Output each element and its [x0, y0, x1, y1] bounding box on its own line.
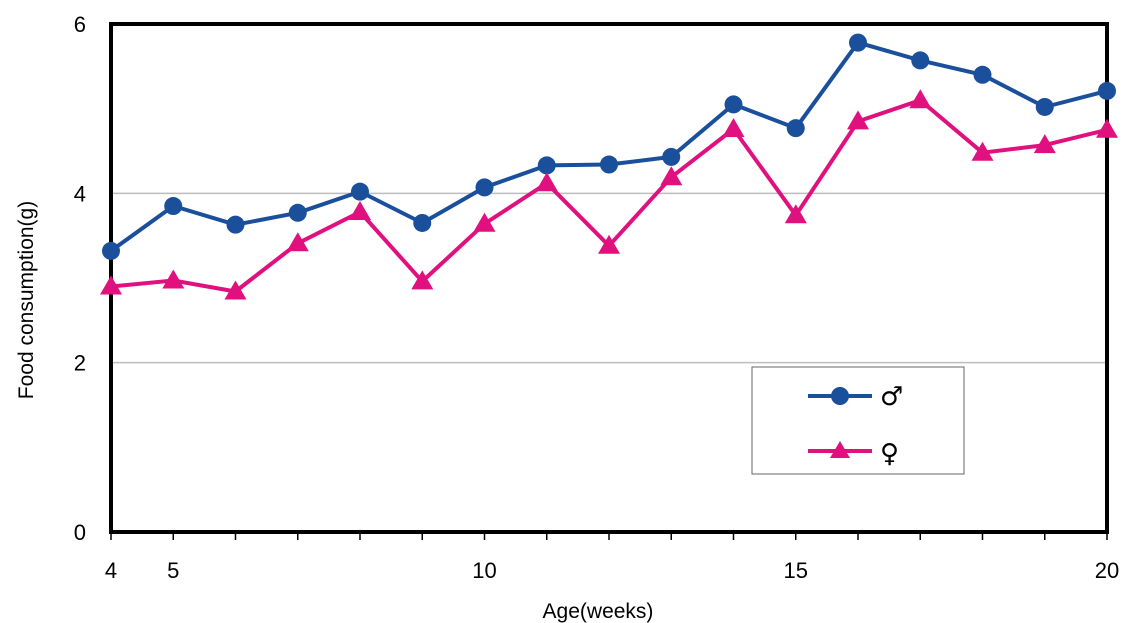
x-axis-label: Age(weeks) — [543, 600, 654, 623]
y-tick-label-1: 2 — [74, 351, 86, 376]
series-0-point-8 — [600, 155, 618, 174]
series-0-point-15 — [1035, 97, 1054, 116]
series-1-point-3 — [286, 232, 309, 252]
series-0-point-9 — [662, 147, 681, 166]
legend-marker-female — [830, 441, 850, 458]
x-tick-label-2: 10 — [472, 558, 496, 583]
y-axis-label: Food consumption(g) — [15, 201, 38, 399]
series-1-point-4 — [349, 201, 371, 220]
series-0-point-10 — [724, 95, 743, 114]
series-0-point-7 — [537, 156, 556, 175]
series-1-point-9 — [660, 166, 683, 186]
series-1-point-14 — [971, 141, 994, 161]
series-1-point-11 — [784, 204, 807, 224]
series-1-point-10 — [722, 118, 745, 137]
series-1-point-1 — [162, 269, 185, 289]
series-1-point-0 — [100, 275, 122, 295]
series-0-point-11 — [786, 119, 805, 138]
y-axis-ticks: 0 2 4 6 — [74, 12, 86, 545]
legend-marker-male — [831, 387, 849, 405]
grid-lines — [111, 192, 1107, 364]
series-0-point-1 — [164, 197, 183, 216]
series-1-point-16 — [1096, 118, 1118, 138]
series-1-point-13 — [909, 89, 932, 109]
series-1-point-15 — [1033, 134, 1056, 154]
x-tick-label-0: 4 — [105, 558, 117, 583]
series-1-point-8 — [598, 234, 620, 254]
series-1-point-6 — [473, 212, 496, 232]
x-tick-label-4: 20 — [1095, 558, 1119, 583]
series-1-point-12 — [847, 110, 869, 130]
series-0-point-16 — [1098, 81, 1116, 100]
series-0-point-6 — [475, 178, 494, 197]
series-0-point-14 — [973, 65, 992, 84]
series-line-1 — [110, 98, 1108, 294]
series-0-point-5 — [413, 213, 432, 232]
series-1-point-2 — [224, 280, 247, 300]
series-0-point-12 — [849, 33, 867, 52]
x-axis-ticks: 4 5 10 15 20 — [105, 532, 1119, 583]
legend-label-male: ♂ — [880, 382, 903, 412]
y-tick-label-0: 0 — [74, 520, 86, 545]
series-0-point-4 — [351, 182, 369, 201]
series-0-point-13 — [911, 51, 930, 70]
series-layer — [100, 33, 1118, 300]
legend-label-female: ♀ — [880, 439, 899, 469]
legend-box — [751, 366, 965, 475]
series-line-0 — [109, 40, 1108, 253]
series-0-point-2 — [226, 215, 245, 234]
series-1-point-5 — [411, 270, 434, 290]
series-1-point-7 — [535, 172, 558, 192]
series-0-point-3 — [288, 203, 307, 222]
series-0-point-0 — [102, 241, 120, 260]
y-tick-label-2: 4 — [74, 181, 86, 206]
x-tick-label-1: 5 — [167, 558, 179, 583]
legend: ♂ ♀ — [751, 366, 965, 475]
y-tick-label-3: 6 — [74, 12, 86, 37]
x-tick-label-3: 15 — [784, 558, 808, 583]
